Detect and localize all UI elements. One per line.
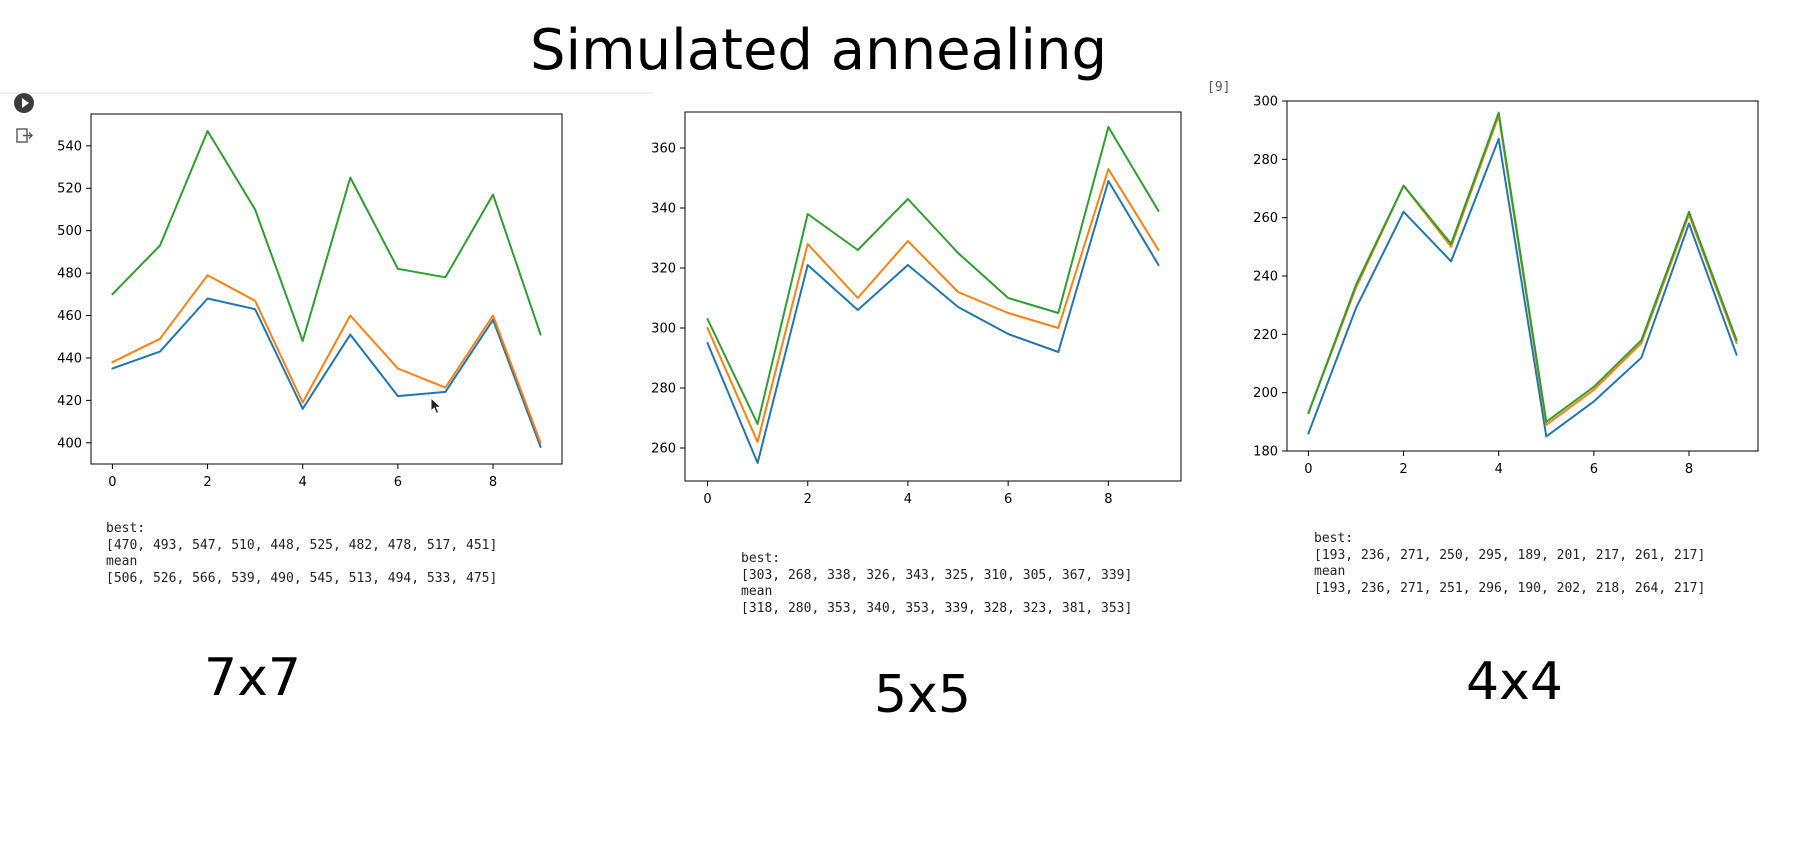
best-label: best: [741,551,781,566]
y-tick-label: 520 [57,182,82,197]
line-chart-7x7: 0 2 4 6 8 400 420 440 460 480 500 520 540 [57,113,563,490]
x-tick-label: 4 [1495,462,1503,477]
mean-label: mean [106,554,138,569]
y-tick-label: 220 [1253,328,1278,343]
y-tick-label: 440 [57,351,82,366]
chart-5x5: 0 2 4 6 8 260 280 300 320 340 360 [640,99,1190,507]
best-values: [470, 493, 547, 510, 448, 525, 482, 478,… [106,537,498,553]
y-tick-label: 280 [651,382,676,397]
x-tick-label: 6 [1590,462,1598,477]
series-line-3 [111,130,542,342]
mouse-cursor-icon [430,397,442,415]
output-arrow-icon[interactable] [16,128,34,144]
x-tick-label: 2 [1399,462,1407,477]
x-tick-label: 8 [1685,462,1693,477]
x-tick-label: 0 [1304,462,1312,477]
mean-values: [506, 526, 566, 539, 490, 545, 513, 494,… [106,570,498,586]
y-tick-label: 240 [1253,270,1278,285]
stats-output-7x7: best: [470, 493, 547, 510, 448, 525, 482… [106,521,497,587]
y-tick-label: 280 [1253,153,1278,168]
play-circle-icon[interactable] [14,93,34,113]
grid-size-label-7x7: 7x7 [204,648,301,708]
page-title: Simulated annealing [530,18,1108,83]
y-tick-label: 300 [651,322,676,337]
series-line-1 [1307,137,1738,438]
series-line-3 [706,126,1160,425]
x-tick-label: 2 [804,492,812,507]
y-tick-label: 460 [57,309,82,324]
y-tick-label: 500 [57,224,82,239]
line-chart-5x5: 0 2 4 6 8 260 280 300 320 340 360 [651,111,1182,507]
x-tick-label: 6 [394,475,402,490]
y-tick-label: 260 [1253,211,1278,226]
line-chart-4x4: 0 2 4 6 8 180 200 220 240 260 280 300 [1253,95,1759,477]
y-tick-label: 400 [57,436,82,451]
x-tick-label: 0 [703,492,711,507]
chart-4x4: 0 2 4 6 8 180 200 220 240 260 280 300 [1240,88,1800,488]
stats-output-4x4: best: [193, 236, 271, 250, 295, 189, 201… [1314,531,1705,597]
mean-label: mean [741,584,773,599]
x-tick-label: 8 [489,475,497,490]
y-tick-label: 300 [1253,95,1278,110]
y-tick-label: 540 [57,139,82,154]
series-line-3 [1307,111,1738,423]
x-tick-label: 8 [1104,492,1112,507]
best-label: best: [1314,531,1354,546]
grid-size-label-5x5: 5x5 [874,665,971,725]
x-tick-label: 4 [904,492,912,507]
grid-size-label-4x4: 4x4 [1466,652,1563,712]
best-label: best: [106,521,146,536]
mean-values: [318, 280, 353, 340, 353, 339, 328, 323,… [741,600,1133,616]
series-line-1 [706,180,1160,464]
notebook-cell-divider [0,92,655,94]
y-tick-label: 320 [651,262,676,277]
y-tick-label: 340 [651,202,676,217]
x-tick-label: 6 [1004,492,1012,507]
series-line-2 [706,168,1160,443]
series-line-1 [111,297,542,448]
y-tick-label: 200 [1253,386,1278,401]
y-tick-label: 360 [651,142,676,157]
best-values: [193, 236, 271, 250, 295, 189, 201, 217,… [1314,547,1706,563]
plot-frame [684,111,1182,482]
plot-frame [90,113,563,465]
y-tick-label: 480 [57,267,82,282]
x-tick-label: 2 [203,475,211,490]
cell-execution-count: [9] [1207,80,1231,95]
stats-output-5x5: best: [303, 268, 338, 326, 343, 325, 310… [741,551,1132,617]
mean-label: mean [1314,564,1346,579]
x-tick-label: 4 [299,475,307,490]
series-line-2 [111,274,542,444]
chart-7x7: 0 2 4 6 8 400 420 440 460 480 500 520 540 [40,100,580,490]
best-values: [303, 268, 338, 326, 343, 325, 310, 305,… [741,567,1133,583]
mean-values: [193, 236, 271, 251, 296, 190, 202, 218,… [1314,580,1706,596]
x-tick-label: 0 [108,475,116,490]
y-tick-label: 180 [1253,445,1278,460]
y-tick-label: 260 [651,442,676,457]
y-tick-label: 420 [57,394,82,409]
